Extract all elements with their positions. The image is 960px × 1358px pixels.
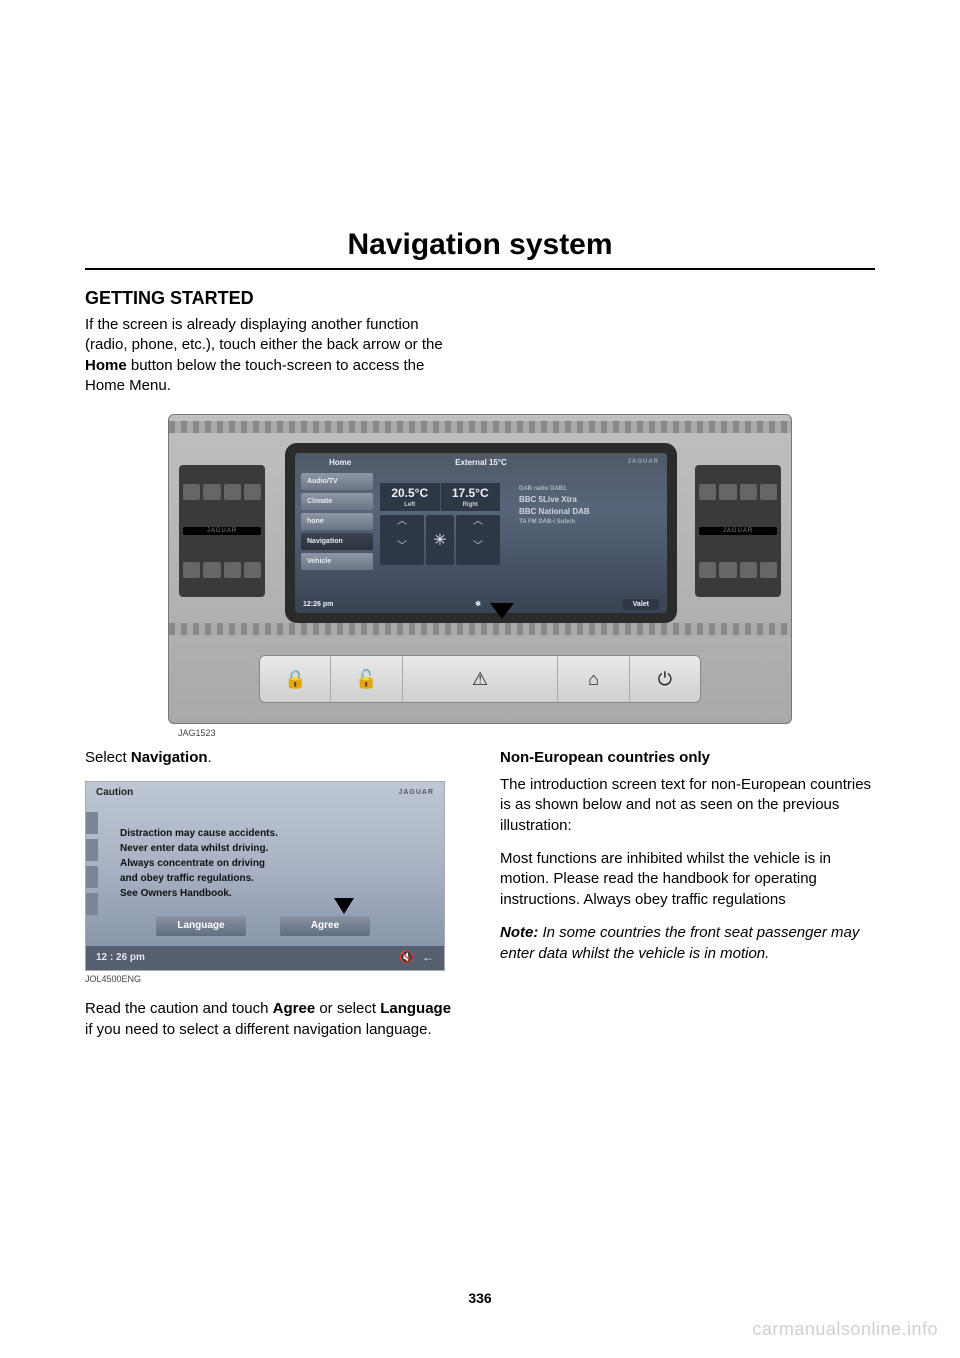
non-eu-subhead: Non-European countries only: [500, 748, 875, 769]
power-button[interactable]: ⏻: [630, 656, 700, 702]
caution-footer-time: 12 : 26 pm: [96, 951, 145, 965]
agree-button[interactable]: Agree: [280, 916, 370, 936]
caution-side-tabs: [86, 812, 98, 915]
caution-footer: 12 : 26 pm 🔇 ←: [86, 946, 444, 970]
hazard-icon: ⚠: [472, 669, 488, 690]
screen-topbar: Home External 15°C JAGUAR: [295, 453, 667, 471]
dashboard-figure: JAGUAR JAGUAR Home External 15°C JAGUAR …: [168, 414, 792, 738]
page-number: 336: [0, 1290, 960, 1306]
back-icon[interactable]: ←: [422, 949, 434, 966]
radio-line4: TA FM DAB-i Subch: [519, 518, 659, 527]
radio-line3: BBC National DAB: [519, 506, 659, 518]
fan-icon: ✳: [426, 515, 454, 565]
note-body: In some countries the front seat passeng…: [500, 924, 859, 962]
dash-bottom-trim: [169, 623, 791, 635]
page-title: Navigation system: [85, 228, 875, 262]
title-rule: [85, 268, 875, 270]
screen-brand-logo: JAGUAR: [628, 459, 659, 465]
screen-external-temp: External 15°C: [455, 458, 507, 467]
language-button[interactable]: Language: [156, 916, 246, 936]
lock-icon: 🔒: [284, 669, 306, 690]
hard-button-bar: 🔒 🔓 ⚠ ⌂ ⏻: [259, 655, 701, 703]
menu-audio-tv[interactable]: Audio/TV: [301, 473, 373, 490]
power-icon: ⏻: [658, 669, 672, 690]
unlock-icon: 🔓: [355, 669, 377, 690]
air-vent-left: JAGUAR: [179, 465, 265, 597]
valet-button[interactable]: Valet: [623, 599, 659, 610]
climate-temps: 20.5°C Left 17.5°C Right: [380, 483, 500, 511]
fan-right[interactable]: ︿﹀: [456, 515, 500, 565]
pointer-arrow-icon: [490, 603, 514, 619]
select-navigation-line: Select Navigation.: [85, 748, 460, 769]
caution-line1: Distraction may cause accidents.: [120, 826, 444, 841]
intro-text-b: button below the touch-screen to access …: [85, 357, 424, 394]
temp-right-label: Right: [441, 502, 501, 508]
caution-line5: See Owners Handbook.: [120, 886, 444, 901]
hazard-button[interactable]: ⚠: [403, 656, 559, 702]
section-heading: GETTING STARTED: [85, 288, 875, 309]
left-column: Select Navigation. Caution JAGUAR Distra…: [85, 748, 460, 1052]
menu-vehicle[interactable]: Vehicle: [301, 553, 373, 570]
radio-info: DAB radio DAB1 BBC 5Live Xtra BBC Nation…: [519, 485, 659, 527]
p2c: or select: [315, 1000, 380, 1017]
lock-button[interactable]: 🔒: [260, 656, 331, 702]
temp-right-value: 17.5°C: [441, 486, 501, 500]
screen-menu: Audio/TV Climate hone Navigation Vehicle: [301, 473, 373, 570]
figure-id-main: JAG1523: [178, 728, 792, 738]
temp-left-label: Left: [380, 502, 440, 508]
figure-id-caution: JOL4500ENG: [85, 973, 460, 985]
caution-logo: JAGUAR: [398, 788, 434, 798]
menu-climate[interactable]: Climate: [301, 493, 373, 510]
non-eu-note: Note: In some countries the front seat p…: [500, 923, 875, 964]
select-navigation-word: Navigation: [131, 749, 208, 766]
fan-left[interactable]: ︿﹀: [380, 515, 424, 565]
pointer-agree-icon: [334, 898, 354, 914]
home-icon: ⌂: [588, 669, 599, 690]
read-caution-paragraph: Read the caution and touch Agree or sele…: [85, 999, 460, 1040]
screen-time: 12:26 pm: [303, 601, 333, 608]
mute-icon[interactable]: 🔇: [399, 949, 414, 966]
air-vent-right: JAGUAR: [695, 465, 781, 597]
intro-text-a: If the screen is already displaying anot…: [85, 316, 443, 353]
screen-home-label: Home: [329, 458, 351, 467]
p2b: Agree: [273, 1000, 316, 1017]
vent-badge-left: JAGUAR: [183, 527, 261, 535]
touchscreen[interactable]: Home External 15°C JAGUAR Audio/TV Clima…: [295, 453, 667, 613]
non-eu-p2: Most functions are inhibited whilst the …: [500, 849, 875, 911]
select-text-a: Select: [85, 749, 131, 766]
radio-line1: DAB radio DAB1: [519, 485, 659, 494]
right-column: Non-European countries only The introduc…: [500, 748, 875, 1052]
temp-left[interactable]: 20.5°C Left: [380, 483, 440, 511]
note-label: Note:: [500, 924, 538, 941]
fan-controls: ︿﹀ ✳ ︿﹀: [380, 515, 500, 565]
unlock-button[interactable]: 🔓: [331, 656, 402, 702]
menu-phone[interactable]: hone: [301, 513, 373, 530]
select-text-b: .: [208, 749, 212, 766]
caution-line2: Never enter data whilst driving.: [120, 841, 444, 856]
non-eu-p1: The introduction screen text for non-Eur…: [500, 775, 875, 837]
p2e: if you need to select a different naviga…: [85, 1021, 432, 1038]
home-word: Home: [85, 357, 127, 374]
watermark: carmanualsonline.info: [752, 1319, 938, 1340]
caution-line3: Always concentrate on driving: [120, 856, 444, 871]
caution-header: Caution: [96, 786, 133, 800]
touchscreen-bezel: Home External 15°C JAGUAR Audio/TV Clima…: [285, 443, 677, 623]
caution-line4: and obey traffic regulations.: [120, 871, 444, 886]
home-hard-button[interactable]: ⌂: [558, 656, 629, 702]
dash-top-trim: [169, 421, 791, 433]
p2a: Read the caution and touch: [85, 1000, 273, 1017]
caution-screen-figure: Caution JAGUAR Distraction may cause acc…: [85, 781, 445, 971]
temp-left-value: 20.5°C: [380, 486, 440, 500]
intro-paragraph: If the screen is already displaying anot…: [85, 315, 445, 396]
temp-right[interactable]: 17.5°C Right: [440, 483, 501, 511]
p2d: Language: [380, 1000, 451, 1017]
menu-navigation[interactable]: Navigation: [301, 533, 373, 550]
caution-body: Distraction may cause accidents. Never e…: [86, 804, 444, 901]
screen-bottom-bar: 12:26 pm ❄ Valet: [295, 595, 667, 613]
radio-line2: BBC 5Live Xtra: [519, 494, 659, 506]
vent-badge-right: JAGUAR: [699, 527, 777, 535]
